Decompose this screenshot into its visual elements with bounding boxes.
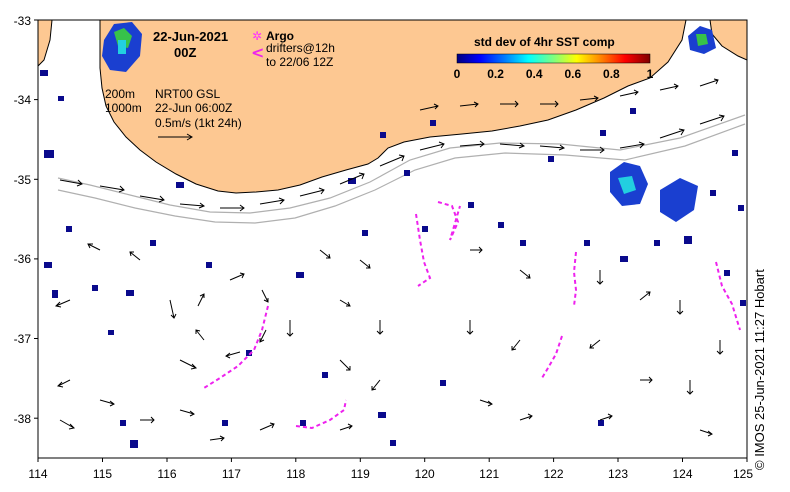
map-date: 22-Jun-2021 <box>153 29 228 44</box>
x-tick-label: 114 <box>28 467 47 481</box>
velocity-product: NRT00 GSL <box>155 87 220 101</box>
y-axis: -33 -34 -35 -36 -37 -38 <box>14 14 38 426</box>
current-arrows <box>54 78 725 442</box>
x-tick-label: 116 <box>157 467 176 481</box>
drifter-symbol-icon: < <box>251 43 264 62</box>
isobath-1000m-label: 1000m <box>105 101 142 115</box>
argo-label: Argo <box>266 29 294 43</box>
isobath-1000m <box>57 123 746 224</box>
plot-frame <box>37 19 748 459</box>
colorbar-tick: 0.4 <box>526 67 543 81</box>
drifters-label-2: to 22/06 12Z <box>266 55 333 69</box>
y-tick-label: -33 <box>14 14 32 28</box>
colorbar-tick: 1 <box>647 67 654 81</box>
x-tick-label: 125 <box>733 467 753 481</box>
x-tick-label: 123 <box>608 467 628 481</box>
sst-std-speckles <box>40 70 746 448</box>
isobath-200m-label: 200m <box>105 87 135 101</box>
drifters-label: drifters@12h <box>266 41 335 55</box>
x-tick-label: 120 <box>415 467 435 481</box>
x-tick-label: 124 <box>672 467 692 481</box>
x-tick-label: 118 <box>286 467 305 481</box>
y-tick-label: -37 <box>14 332 32 346</box>
x-tick-label: 117 <box>222 467 241 481</box>
map-time: 00Z <box>174 45 196 60</box>
y-tick-label: -35 <box>14 173 32 187</box>
velocity-scale: 0.5m/s (1kt 24h) <box>155 116 242 130</box>
y-tick-label: -34 <box>14 93 32 107</box>
x-axis: 114 115 116 117 118 119 120 121 122 123 … <box>28 458 753 481</box>
colorbar-tick: 0.6 <box>564 67 581 81</box>
argo-symbol-icon: ✲ <box>252 29 262 43</box>
colorbar-tick: 0.8 <box>603 67 620 81</box>
y-tick-label: -38 <box>14 412 32 426</box>
velocity-scale-arrow <box>158 133 193 141</box>
colorbar-tick: 0.2 <box>487 67 504 81</box>
sst-std-patches <box>102 22 716 222</box>
colorbar-title: std dev of 4hr SST comp <box>474 35 615 49</box>
x-tick-label: 121 <box>479 467 499 481</box>
x-tick-label: 119 <box>351 467 370 481</box>
colorbar-tick: 0 <box>454 67 461 81</box>
drifter-tracks <box>203 201 741 430</box>
x-tick-label: 115 <box>93 467 112 481</box>
velocity-time: 22-Jun 06:00Z <box>155 101 232 115</box>
isobath-200m <box>57 114 746 214</box>
x-tick-label: 122 <box>544 467 564 481</box>
colorbar-gradient <box>456 53 651 64</box>
credit-text: © IMOS 25-Jun-2021 11:27 Hobart <box>752 269 767 470</box>
y-tick-label: -36 <box>14 252 32 266</box>
